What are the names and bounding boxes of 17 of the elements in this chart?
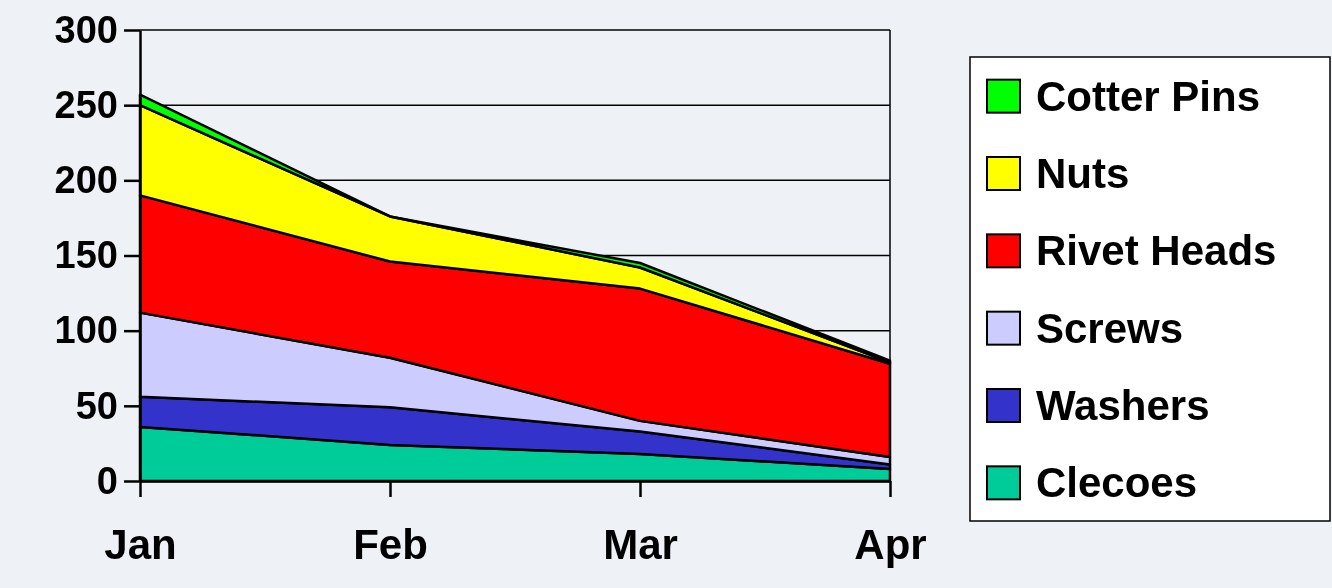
x-tick-label: Jan — [104, 520, 177, 568]
x-tick-label: Feb — [353, 520, 428, 568]
y-tick-label: 200 — [54, 158, 118, 201]
y-tick-label: 250 — [54, 83, 118, 126]
legend-label: Rivet Heads — [1036, 227, 1277, 275]
x-tick-label: Mar — [603, 520, 678, 568]
legend-label: Clecoes — [1036, 459, 1198, 507]
legend-label: Screws — [1036, 304, 1184, 352]
y-tick-label: 50 — [75, 384, 118, 427]
legend-label: Cotter Pins — [1036, 72, 1261, 120]
x-tick-label: Apr — [854, 520, 927, 568]
y-tick-label: 300 — [54, 8, 118, 51]
y-tick-label: 100 — [54, 309, 118, 352]
legend-label: Nuts — [1036, 150, 1130, 197]
y-tick-label: 0 — [96, 459, 118, 502]
y-tick-label: 150 — [54, 234, 118, 277]
legend-label: Washers — [1036, 382, 1210, 429]
